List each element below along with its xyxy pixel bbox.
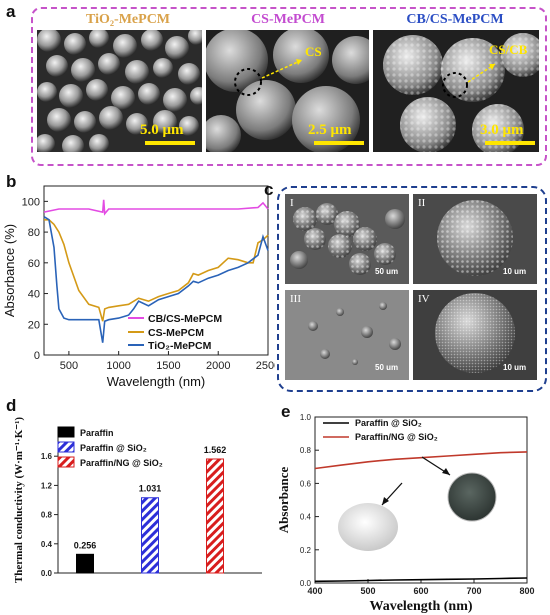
y-tick-label: 0 <box>34 350 40 362</box>
y-tick-label: 60 <box>28 258 40 270</box>
x-tick-label: 1500 <box>156 360 180 372</box>
legend-swatch <box>57 456 75 468</box>
y-tick-label: 0.6 <box>300 479 312 488</box>
scale-label-cbcs: 3.0 μm <box>480 122 524 138</box>
scale-label-c4: 10 um <box>503 363 527 372</box>
sem-grid-c: I II III IV 50 um 10 um 50 um 10 um <box>285 194 537 380</box>
x-axis-label: Wavelength (nm) <box>369 599 472 614</box>
y-axis-label: Thermal conductivity (W·m⁻¹·K⁻¹) <box>13 417 25 583</box>
pointer-arrowhead <box>442 468 450 475</box>
panel-label-b: b <box>6 172 17 191</box>
scale-label-c1: 50 um <box>375 267 399 276</box>
roman-label-iii: III <box>290 293 301 305</box>
x-tick-label: 500 <box>360 586 375 596</box>
scale-label-cs: 2.5 μm <box>308 122 352 138</box>
sample-photo-dark <box>447 472 497 522</box>
y-tick-label: 0.0 <box>300 579 312 588</box>
x-tick-label: 800 <box>519 586 534 596</box>
series-line <box>43 216 269 343</box>
legend-label: TiO₂-MePCM <box>148 340 212 352</box>
sem-image-tio2: 5.0 μm <box>37 30 202 152</box>
bar <box>206 458 224 574</box>
chart-e: 0.0 0.2 0.4 0.6 0.8 1.0 400 500 600 700 800 Wavelen… <box>276 413 535 614</box>
legend-label: Paraffin @ SiO₂ <box>80 443 147 453</box>
scale-label-c3: 50 um <box>375 363 399 372</box>
sample-photo-white <box>338 503 398 551</box>
series-line <box>44 219 269 322</box>
annotation-cs: CS <box>305 44 322 59</box>
x-tick-label: 1000 <box>106 360 130 372</box>
scale-bar-line <box>485 141 535 145</box>
pointer-arrowhead <box>382 497 389 505</box>
bar-value-label: 0.256 <box>74 540 97 550</box>
panel-a-frame <box>31 7 547 166</box>
bar-value-label: 1.562 <box>204 445 227 455</box>
sem-image-cs: CS 2.5 μm <box>206 30 369 152</box>
x-axis-label: Wavelength (nm) <box>107 374 206 389</box>
scale-label-tio2: 5.0 μm <box>140 122 184 138</box>
y-tick-label: 0.8 <box>300 446 312 455</box>
x-tick-label: 700 <box>466 586 481 596</box>
scale-bar-line <box>314 141 364 145</box>
roman-label-ii: II <box>418 197 426 209</box>
bar <box>76 553 94 574</box>
legend-swatch <box>57 426 75 438</box>
panel-label-c: c <box>264 180 274 199</box>
y-tick-label: 1.2 <box>41 481 53 490</box>
y-axis-label: Absorbance <box>276 467 291 534</box>
legend-label: Paraffin @ SiO₂ <box>355 418 422 428</box>
y-tick-label: 1.6 <box>41 452 53 461</box>
panel-label-e: e <box>281 402 291 421</box>
y-axis-label: Absorbance (%) <box>2 224 17 317</box>
panel-label-a: a <box>6 2 16 21</box>
series-line <box>314 577 528 583</box>
scale-bar-line <box>145 141 195 145</box>
y-tick-label: 0.2 <box>300 546 312 555</box>
panel-label-d: d <box>6 396 17 415</box>
legend-label: Paraffin <box>80 428 114 438</box>
roman-label-iv: IV <box>418 293 430 305</box>
annotation-cscb: CS/CB <box>489 42 528 57</box>
x-tick-label: 600 <box>413 586 428 596</box>
x-tick-label: 500 <box>60 360 78 372</box>
legend-swatch <box>57 441 75 453</box>
y-tick-label: 20 <box>28 319 40 331</box>
legend-label: Paraffin/NG @ SiO₂ <box>80 458 163 468</box>
y-tick-label: 0.4 <box>300 513 312 522</box>
bar <box>141 497 159 574</box>
series-line <box>314 451 528 470</box>
chart-d: 0.0 0.4 0.8 1.2 1.6 Thermal conductivity (W·m… <box>13 417 262 583</box>
sem-title-cbcs: CB/CS-MePCM <box>406 12 504 27</box>
x-tick-label: 400 <box>307 586 322 596</box>
chart-b: 0 20 40 60 80 100 500 1000 1500 2000 2500 Wavelengt… <box>2 185 275 389</box>
x-tick-label: 2500 <box>256 360 275 372</box>
legend-label: Paraffin/NG @ SiO₂ <box>355 432 438 442</box>
y-tick-label: 100 <box>22 196 40 208</box>
y-tick-label: 0.0 <box>41 569 53 578</box>
legend-label: CB/CS-MePCM <box>148 313 222 325</box>
bar-value-label: 1.031 <box>139 484 162 494</box>
y-tick-label: 0.4 <box>41 540 53 549</box>
y-tick-label: 0.8 <box>41 511 53 520</box>
scale-label-c2: 10 um <box>503 267 527 276</box>
roman-label-i: I <box>290 197 294 209</box>
x-tick-label: 2000 <box>206 360 230 372</box>
legend-label: CS-MePCM <box>148 327 204 339</box>
plot-frame <box>43 185 269 356</box>
y-tick-label: 40 <box>28 289 40 301</box>
series-line <box>43 199 269 216</box>
y-tick-label: 1.0 <box>300 413 312 422</box>
y-tick-label: 80 <box>28 227 40 239</box>
sem-title-tio2: TiO₂-MePCM <box>85 12 171 27</box>
sem-title-cs: CS-MePCM <box>251 12 325 27</box>
panel-c-frame <box>277 186 547 392</box>
sem-image-cbcs: CS/CB 3.0 μm <box>373 30 539 152</box>
